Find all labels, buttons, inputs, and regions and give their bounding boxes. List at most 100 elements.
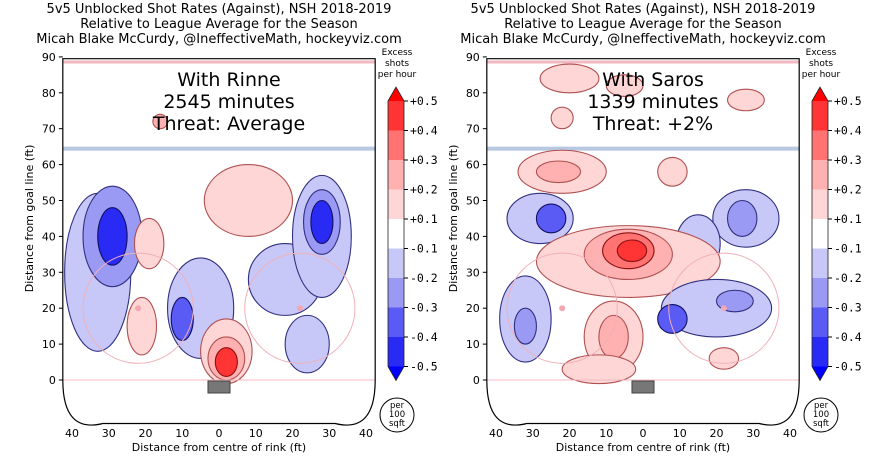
x-tick-label: 10 <box>599 427 613 440</box>
colorbar-tick-label: +0.5 <box>410 94 438 108</box>
contour-region <box>535 203 567 234</box>
colorbar-title: Excess <box>806 48 837 58</box>
colorbar-tick-label: -0.4 <box>410 330 438 344</box>
y-tick-label: 20 <box>42 302 56 315</box>
contour-region <box>726 199 758 237</box>
unit-label: per <box>390 401 405 411</box>
goal-net <box>207 380 231 394</box>
rink-surface <box>62 60 376 385</box>
colorbar-band <box>388 160 404 190</box>
colorbar-band <box>388 101 404 131</box>
colorbar-tick-label: -0.3 <box>410 301 438 315</box>
colorbar-tick-label: +0.5 <box>834 94 862 108</box>
colorbar-tick-label: -0.3 <box>834 301 862 315</box>
colorbar-tick-label: +0.1 <box>834 212 862 226</box>
rink-surface <box>486 60 800 385</box>
y-tick-label: 30 <box>42 266 56 279</box>
y-tick-label: 80 <box>466 87 480 100</box>
x-tick-label: 40 <box>489 427 503 440</box>
colorbar-tick-label: -0.5 <box>410 360 438 374</box>
panel-annotation: With Saros <box>602 69 704 91</box>
y-axis-label: Distance from goal line (ft) <box>447 145 460 293</box>
contour-region <box>203 164 294 237</box>
colorbar-band <box>388 278 404 308</box>
colorbar-band <box>388 248 404 279</box>
contour-region <box>605 74 644 97</box>
x-axis-label: Distance from centre of rink (ft) <box>556 441 730 454</box>
unit-label: sqft <box>813 419 830 429</box>
x-tick-label: 20 <box>710 427 724 440</box>
contour-region <box>214 347 238 377</box>
y-tick-label: 20 <box>466 302 480 315</box>
goal-net <box>631 380 655 394</box>
contour-region <box>535 160 582 184</box>
y-tick-label: 90 <box>42 51 56 64</box>
colorbar-tick-label: -0.2 <box>834 271 862 285</box>
contour-region <box>616 239 648 263</box>
colorbar-band <box>812 337 828 367</box>
contour-region <box>539 63 600 94</box>
colorbar-tick-label: -0.2 <box>410 271 438 285</box>
panel-rinne: 5v5 Unblocked Shot Rates (Against), NSH … <box>23 2 438 454</box>
x-tick-label: 0 <box>640 427 647 440</box>
x-tick-label: 40 <box>359 427 373 440</box>
unit-badge <box>803 397 839 433</box>
colorbar-band <box>812 219 828 249</box>
x-tick-label: 20 <box>563 427 577 440</box>
colorbar-title: per hour <box>802 70 841 80</box>
faceoff-dot <box>296 305 303 312</box>
colorbar-band <box>812 278 828 308</box>
colorbar-title: per hour <box>378 70 417 80</box>
colorbar-tick-label: +0.3 <box>834 153 862 167</box>
chart-title-line: 5v5 Unblocked Shot Rates (Against), NSH … <box>471 2 816 17</box>
colorbar-band <box>812 160 828 190</box>
chart-title-line: Relative to League Average for the Seaso… <box>80 17 358 32</box>
y-tick-label: 60 <box>466 159 480 172</box>
colorbar-extend-top <box>812 87 828 101</box>
y-tick-label: 10 <box>42 338 56 351</box>
colorbar-band <box>812 130 828 161</box>
panel-annotation: Threat: Average <box>152 113 305 135</box>
contour-region <box>152 113 169 130</box>
colorbar-tick-label: +0.2 <box>410 183 438 197</box>
x-axis-label: Distance from centre of rink (ft) <box>132 441 306 454</box>
contour-region <box>310 199 334 245</box>
y-tick-label: 0 <box>49 374 56 387</box>
y-tick-label: 30 <box>466 266 480 279</box>
y-tick-label: 10 <box>466 338 480 351</box>
colorbar-band <box>812 248 828 279</box>
chart-title-line: 5v5 Unblocked Shot Rates (Against), NSH … <box>47 2 392 17</box>
unit-label: 100 <box>813 410 829 420</box>
contour-region <box>550 106 574 130</box>
y-tick-label: 50 <box>42 195 56 208</box>
colorbar-band <box>388 130 404 161</box>
colorbar-title: Excess <box>382 48 413 58</box>
colorbar-tick-label: -0.1 <box>410 242 438 256</box>
colorbar-title: shots <box>809 59 833 69</box>
unit-badge <box>379 397 415 433</box>
contour-region <box>708 347 740 370</box>
y-tick-label: 60 <box>42 159 56 172</box>
x-tick-label: 10 <box>175 427 189 440</box>
faceoff-circle <box>506 252 618 364</box>
faceoff-circle <box>82 252 194 364</box>
chart-title-line: Relative to League Average for the Seaso… <box>504 17 782 32</box>
colorbar-tick-label: +0.4 <box>410 124 438 138</box>
faceoff-circle <box>668 252 780 364</box>
rink-boards <box>62 58 376 426</box>
y-tick-label: 40 <box>42 230 56 243</box>
x-tick-label: 40 <box>65 427 79 440</box>
contour-region <box>726 88 765 112</box>
contour-region <box>513 307 537 345</box>
rink-boards <box>486 58 800 426</box>
y-tick-label: 40 <box>466 230 480 243</box>
colorbar-tick-label: -0.1 <box>834 242 862 256</box>
x-tick-label: 30 <box>526 427 540 440</box>
unit-label: sqft <box>389 419 406 429</box>
faceoff-circle <box>244 252 356 364</box>
colorbar-tick-label: +0.4 <box>834 124 862 138</box>
faceoff-dot <box>720 305 727 312</box>
blue-line <box>62 146 376 151</box>
